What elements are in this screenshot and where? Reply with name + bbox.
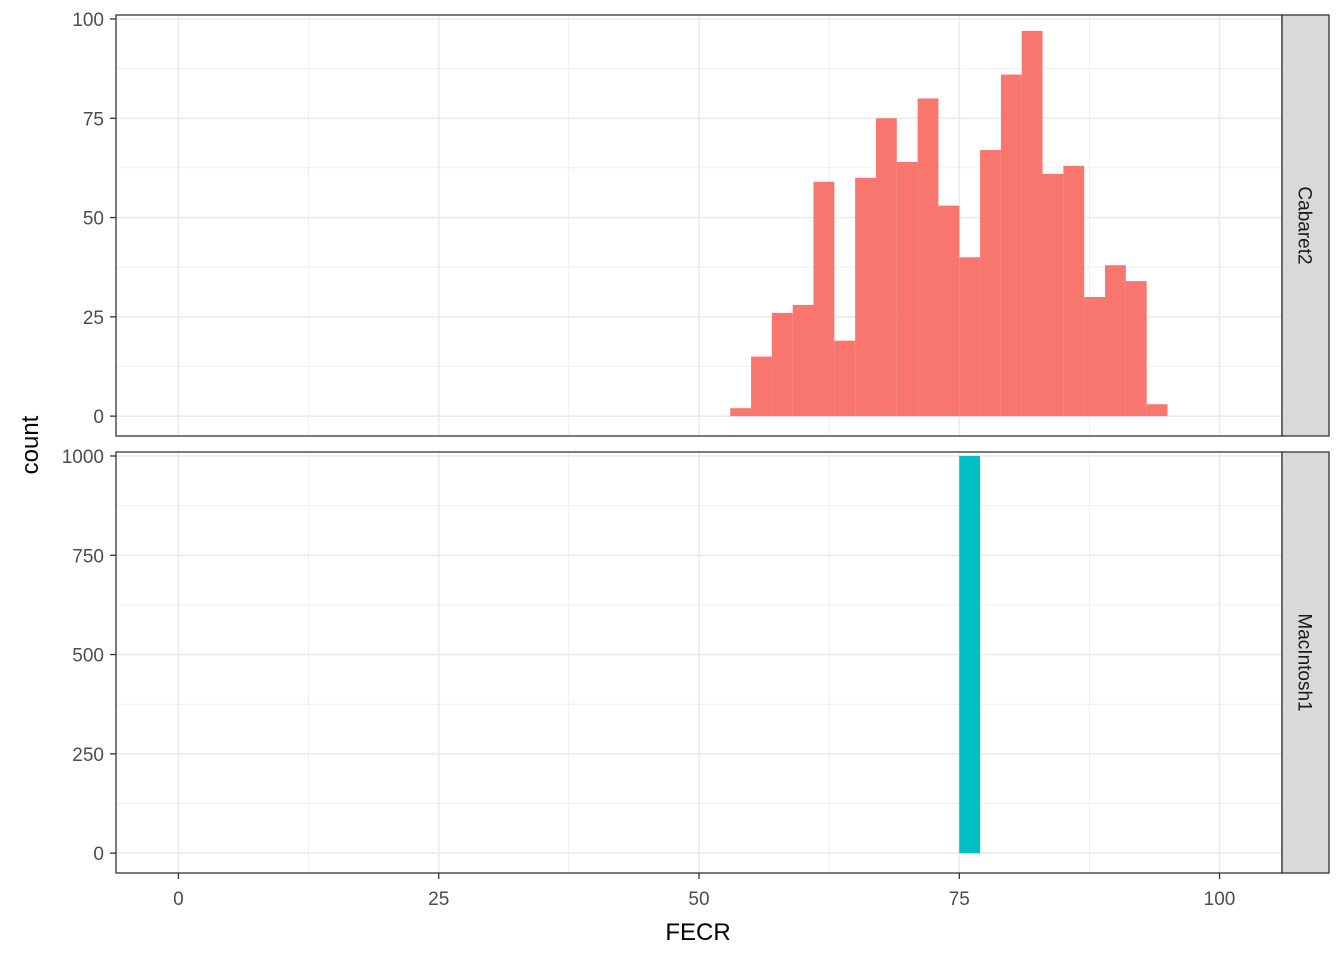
histogram-bar: [813, 181, 835, 417]
x-tick-label: 75: [949, 889, 970, 910]
histogram-bar: [751, 356, 772, 417]
panel-MacIntosh1: 0 250 500 750 1000 MacIntosh1: [62, 447, 1330, 874]
histogram-bar: [1125, 281, 1147, 417]
histogram-bar: [875, 118, 897, 417]
histogram-bar: [792, 304, 814, 417]
facet-strip: [1281, 14, 1330, 437]
histogram-bar: [1021, 30, 1043, 417]
histogram-bar: [1000, 74, 1022, 417]
y-tick-label: 0: [93, 407, 104, 428]
histogram-bar: [1084, 296, 1106, 417]
x-tick-label: 100: [1204, 889, 1236, 910]
histogram-bar: [834, 340, 856, 417]
histogram-bar: [1105, 265, 1126, 417]
histogram-bar: [959, 455, 981, 854]
y-tick-label: 100: [72, 10, 104, 31]
histogram-bar: [896, 161, 918, 417]
y-axis-title: count: [17, 415, 44, 474]
histogram-bar: [980, 150, 1001, 417]
x-axis-title: FECR: [665, 919, 730, 946]
panels: 0 25 50 75 100 Cabaret2 0 250 500 750 1000 MacIntos…: [62, 10, 1330, 874]
histogram-bar: [1042, 173, 1064, 417]
facet-strip: [1281, 451, 1330, 874]
y-tick-label: 75: [83, 109, 104, 130]
x-axis: 0 25 50 75 100: [173, 873, 1235, 910]
histogram-bar: [730, 408, 752, 417]
x-tick-label: 0: [173, 889, 184, 910]
facet-strip-label: MacIntosh1: [1294, 613, 1315, 711]
x-tick-label: 50: [688, 889, 709, 910]
histogram-bar: [1063, 165, 1085, 417]
y-tick-label: 25: [83, 308, 104, 329]
histogram-bar: [1146, 404, 1168, 417]
y-tick-label: 50: [83, 209, 104, 230]
y-tick-label: 1000: [62, 447, 104, 468]
facet-strip-label: Cabaret2: [1294, 186, 1315, 264]
panel-Cabaret2: 0 25 50 75 100 Cabaret2: [72, 10, 1330, 437]
x-tick-label: 25: [428, 889, 449, 910]
histogram-bar: [959, 257, 981, 417]
histogram-bar: [938, 205, 960, 417]
y-tick-label: 750: [72, 546, 104, 567]
y-tick-label: 250: [72, 745, 104, 766]
histogram-bar: [917, 98, 939, 417]
y-tick-label: 500: [72, 646, 104, 667]
y-tick-label: 0: [93, 844, 104, 865]
histogram-bar: [855, 177, 876, 417]
histogram-bar: [771, 312, 793, 417]
